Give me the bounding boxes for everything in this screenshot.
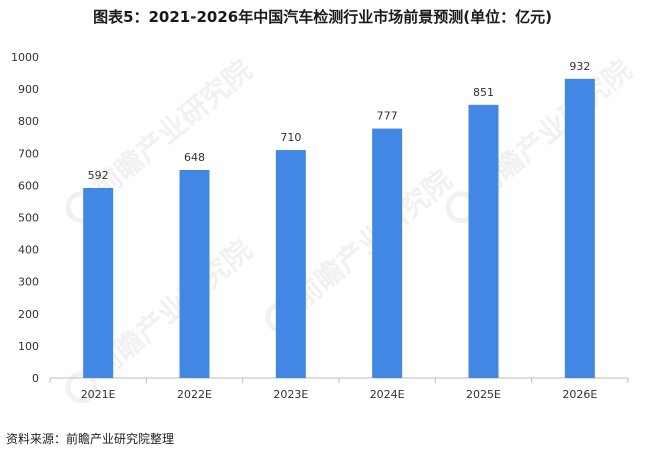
y-tick-label: 300 [18,276,39,289]
y-tick-label: 200 [18,308,39,321]
x-tick-label: 2023E [273,388,308,401]
data-label: 851 [473,86,494,99]
x-tick-label: 2026E [562,388,597,401]
data-label: 648 [184,151,205,164]
bar [564,78,595,378]
x-tick-label: 2022E [177,388,212,401]
bar [468,104,499,378]
y-tick-label: 600 [18,179,39,192]
y-tick-label: 700 [18,147,39,160]
y-tick-label: 500 [18,212,39,225]
y-tick-label: 400 [18,244,39,257]
bar [372,128,403,378]
data-label: 932 [569,60,590,73]
y-tick-label: 1000 [11,51,39,64]
y-tick-label: 800 [18,115,39,128]
x-tick-label: 2021E [81,388,116,401]
x-tick-label: 2025E [466,388,501,401]
y-tick-label: 900 [18,83,39,96]
bar [179,169,210,378]
x-tick-label: 2024E [370,388,405,401]
data-label: 710 [280,131,301,144]
y-tick-label: 0 [32,372,39,385]
y-tick-label: 100 [18,340,39,353]
data-label: 777 [377,110,398,123]
chart-title: 图表5：2021-2026年中国汽车检测行业市场前景预测(单位：亿元) [93,8,552,26]
bar [83,187,114,378]
data-label: 592 [88,169,109,182]
bar [275,150,306,378]
source-note: 资料来源：前瞻产业研究院整理 [6,432,175,446]
